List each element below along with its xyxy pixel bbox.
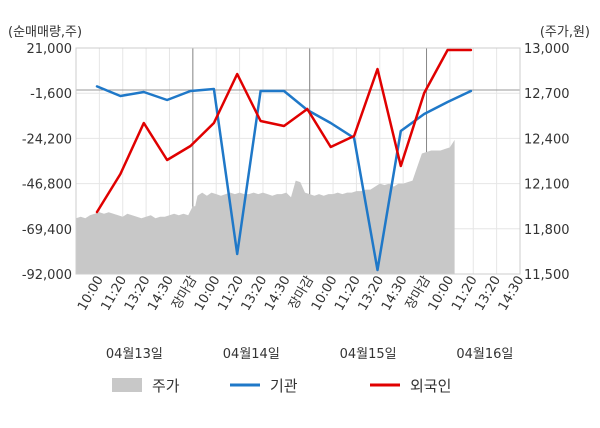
left-axis-title: (순매매량,주): [8, 25, 82, 40]
right-tick-label: 12,700: [524, 87, 570, 102]
right-tick-label: 13,000: [524, 42, 570, 57]
right-tick-label: 11,800: [524, 223, 570, 238]
series-point-2: [470, 49, 472, 51]
series-point-1: [423, 113, 426, 115]
left-tick-label: -69,400: [22, 223, 72, 238]
series-point-2: [189, 145, 192, 147]
legend-label: 주가: [152, 377, 180, 395]
left-tick-label: -24,200: [22, 132, 72, 147]
right-tick-label: 11,500: [524, 268, 570, 283]
series-point-1: [166, 99, 168, 101]
series-point-1: [119, 95, 122, 97]
series-point-2: [166, 159, 168, 161]
series-point-2: [376, 68, 379, 70]
price-area: [76, 139, 455, 274]
date-label: 04월15일: [340, 347, 397, 362]
legend-label: 외국인: [410, 377, 451, 395]
date-label: 04월14일: [223, 347, 280, 362]
series-point-1: [400, 130, 402, 132]
series-point-2: [283, 125, 285, 127]
series-point-2: [306, 108, 309, 110]
series-point-1: [236, 253, 238, 255]
left-tick-label: 21,000: [27, 42, 73, 57]
series-point-1: [376, 269, 379, 271]
net-trade-lines: [95, 48, 473, 272]
series-point-1: [283, 90, 285, 92]
series-point-1: [446, 101, 449, 103]
series-point-2: [259, 120, 262, 122]
left-tick-label: -92,000: [22, 268, 72, 283]
series-point-2: [446, 49, 449, 51]
series-point-2: [143, 122, 145, 124]
right-axis-title: (주가,원): [540, 25, 590, 40]
plot-border: [75, 47, 521, 275]
series-point-1: [96, 85, 98, 88]
series-point-2: [96, 211, 98, 213]
series-point-1: [143, 91, 145, 93]
series-point-2: [400, 165, 402, 167]
right-tick-label: 12,100: [524, 178, 570, 193]
left-tick-label: -46,800: [22, 178, 72, 193]
series-point-1: [329, 122, 332, 124]
series-point-2: [423, 92, 426, 94]
series-point-1: [470, 90, 472, 92]
series-point-1: [353, 137, 355, 139]
date-label: 04월16일: [456, 347, 513, 362]
series-point-2: [353, 135, 355, 137]
legend-label: 기관: [270, 377, 298, 395]
series-point-2: [119, 173, 122, 175]
legend: 주가 기관 외국인: [112, 377, 451, 395]
date-label: 04월13일: [106, 347, 163, 362]
series-point-1: [213, 88, 215, 90]
price-area-layer: [76, 139, 455, 274]
series-point-1: [189, 90, 192, 92]
left-tick-label: -1,600: [30, 87, 72, 102]
series-point-1: [259, 90, 262, 92]
series-point-2: [329, 146, 332, 148]
legend-swatch-price: [112, 378, 142, 392]
series-point-2: [236, 73, 238, 75]
right-tick-label: 12,400: [524, 132, 570, 147]
date-labels: 04월13일 04월14일 04월15일 04월16일: [106, 347, 514, 362]
series-point-2: [213, 122, 215, 124]
